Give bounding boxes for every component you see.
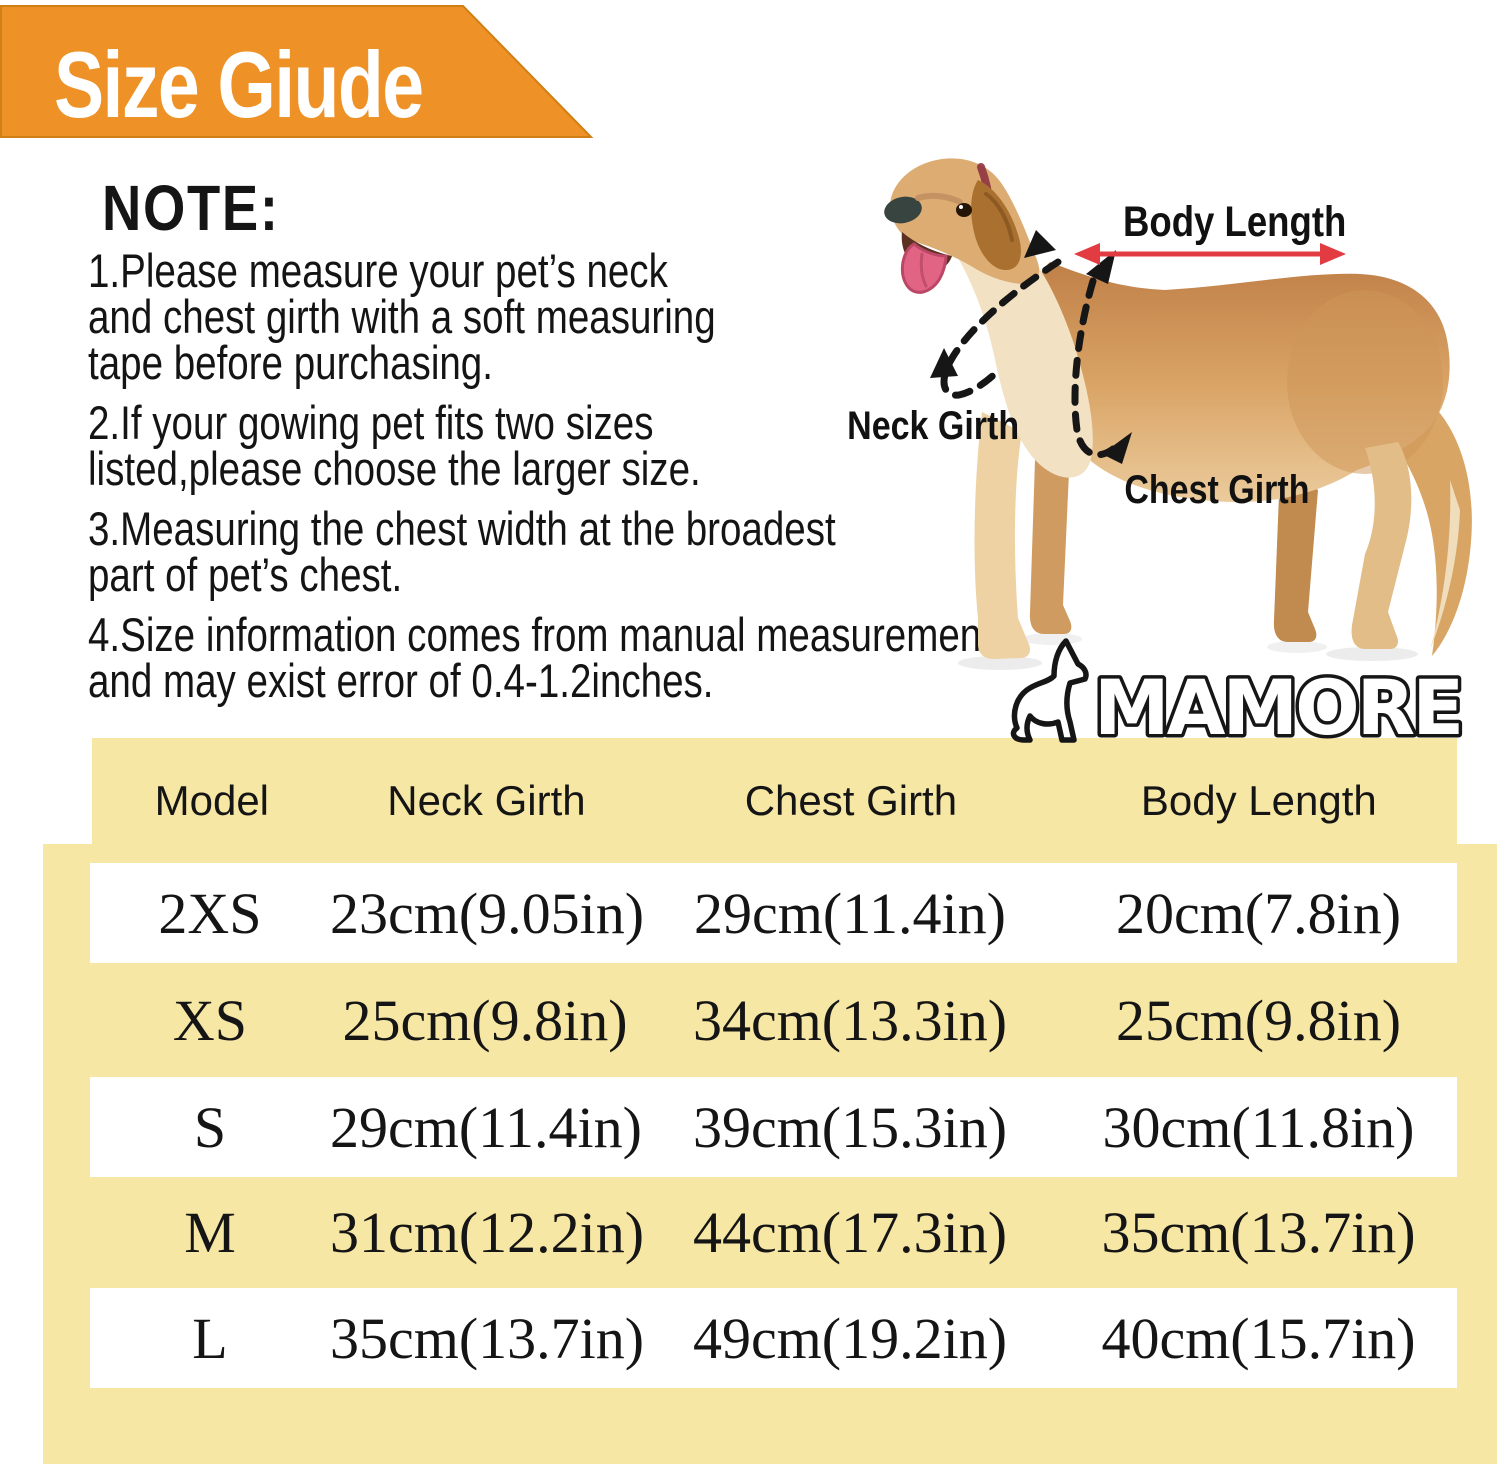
- arrow-to-withers-icon: [1086, 250, 1116, 284]
- dog-illustration: [884, 158, 1472, 670]
- cell-model: 2XS: [158, 880, 262, 946]
- table-row-2xs: 2XS 23cm(9.05in) 29cm(11.4in) 20cm(7.8in…: [90, 863, 1457, 963]
- note-list: 1.Please measure your pet’s neck and che…: [88, 244, 1006, 718]
- cell-model: L: [192, 1305, 228, 1371]
- dog-far-front-leg: [1029, 430, 1072, 634]
- logo-dog-icon: [1010, 638, 1089, 743]
- dog-ear-inner: [984, 192, 1014, 242]
- note-item-3: 3.Measuring the chest width at the broad…: [88, 502, 836, 601]
- dog-tongue-line: [919, 252, 928, 288]
- brand-logo: MAMORE: [1010, 638, 1468, 756]
- cell-length: 25cm(9.8in): [1115, 987, 1402, 1053]
- cell-chest: 39cm(15.3in): [692, 1094, 1008, 1160]
- cell-neck: 29cm(11.4in): [330, 1094, 642, 1160]
- cell-model: XS: [172, 987, 248, 1053]
- arrow-neck-up-icon: [930, 348, 958, 378]
- cell-chest: 44cm(17.3in): [692, 1200, 1008, 1265]
- table-row-m: M 31cm(12.2in) 44cm(17.3in) 35cm(13.7in): [90, 1177, 1457, 1288]
- dog-near-front-leg: [974, 412, 1030, 659]
- dog-near-hind-leg: [1351, 442, 1412, 649]
- header-cell-chest-girth: Chest Girth: [744, 776, 958, 824]
- body-length-arrow-icon: [1074, 243, 1346, 265]
- table-header-row: Model Neck Girth Chest Girth Body Length: [92, 738, 1457, 863]
- cell-length: 20cm(7.8in): [1115, 880, 1402, 946]
- cell-length: 30cm(11.8in): [1102, 1094, 1415, 1160]
- dog-nose: [884, 196, 922, 224]
- cell-chest: 49cm(19.2in): [692, 1305, 1008, 1371]
- logo-brand-text: MAMORE: [1094, 663, 1461, 752]
- dog-far-hind-leg: [1273, 470, 1318, 642]
- note-item-1: 1.Please measure your pet’s neck and che…: [88, 244, 716, 389]
- dog-chest: [948, 222, 1093, 478]
- cell-neck: 23cm(9.05in): [330, 880, 645, 946]
- page-title: Size Giude: [54, 32, 424, 137]
- table-row-l: L 35cm(13.7in) 49cm(19.2in) 40cm(15.7in): [90, 1288, 1457, 1388]
- cell-model: S: [193, 1094, 227, 1160]
- dog-eye-highlight: [959, 205, 963, 209]
- cell-length: 40cm(15.7in): [1101, 1305, 1416, 1371]
- neck-girth-label: Neck Girth: [847, 404, 1020, 448]
- cell-chest: 29cm(11.4in): [694, 880, 1006, 946]
- cell-neck: 25cm(9.8in): [342, 987, 628, 1053]
- dog-tail-fringe: [1430, 480, 1460, 650]
- note-item-4: 4.Size information comes from manual mea…: [88, 608, 1003, 707]
- dog-hip-shading: [1287, 290, 1443, 474]
- neck-girth-dashed-line: [940, 258, 1062, 399]
- dog-tongue: [900, 242, 948, 294]
- cell-length: 35cm(13.7in): [1101, 1200, 1416, 1265]
- dog-eye: [956, 203, 972, 217]
- cell-neck: 35cm(13.7in): [330, 1305, 645, 1371]
- header-cell-body-length: Body Length: [1140, 776, 1377, 824]
- note-item-2: 2.If your gowing pet fits two sizes list…: [88, 396, 701, 495]
- table-row-xs: XS 25cm(9.8in) 34cm(13.3in) 25cm(9.8in): [90, 963, 1457, 1077]
- cell-neck: 31cm(12.2in): [330, 1200, 645, 1265]
- cell-model: M: [184, 1200, 236, 1265]
- header-cell-model: Model: [154, 776, 270, 824]
- dog-ear: [971, 180, 1021, 271]
- header-cell-neck-girth: Neck Girth: [387, 776, 586, 824]
- table-header-band: [92, 738, 1457, 863]
- chest-girth-label: Chest Girth: [1124, 468, 1310, 512]
- body-length-label: Body Length: [1123, 198, 1347, 246]
- chest-girth-dashed-line: [1071, 277, 1117, 459]
- banner-ribbon: [0, 5, 594, 138]
- banner-shape: [0, 5, 594, 138]
- note-heading: NOTE:: [102, 172, 280, 244]
- arrow-chest-icon: [1102, 432, 1132, 464]
- arrow-to-ear-icon: [1024, 230, 1056, 258]
- cell-chest: 34cm(13.3in): [692, 987, 1008, 1053]
- table-row-s: S 29cm(11.4in) 39cm(15.3in) 30cm(11.8in): [90, 1077, 1457, 1177]
- dog-muzzle-line: [915, 192, 963, 205]
